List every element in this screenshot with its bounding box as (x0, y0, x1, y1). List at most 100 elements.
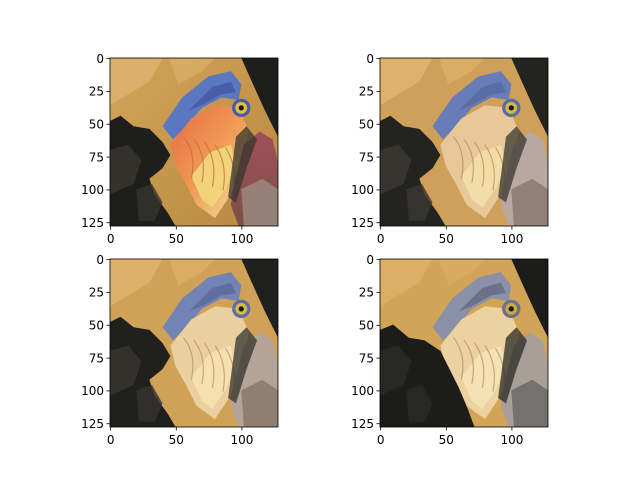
y-tick-label: 75 (89, 150, 104, 164)
y-tick-label: 0 (366, 253, 374, 267)
neck-shadow-region (228, 327, 257, 404)
y-tick-label: 75 (89, 351, 104, 365)
casque-shade-region (458, 282, 506, 312)
pupil (238, 105, 244, 111)
dark-feathers-region (110, 115, 176, 226)
beak-ridge (474, 141, 485, 187)
dark-corner-region (241, 58, 278, 137)
y-tick-label: 25 (89, 286, 104, 300)
y-tick-label: 125 (81, 417, 104, 431)
beak-ridge (193, 139, 204, 183)
casque-shade-region (458, 81, 506, 111)
panel-bottom-right: 0 50 100 0 25 50 75 100 125 (351, 253, 549, 447)
casque-shade-region (188, 81, 236, 111)
pupil (508, 306, 514, 312)
beak-ridge (484, 144, 495, 191)
image-top-right (380, 58, 548, 226)
x-tick-label: 100 (500, 232, 523, 246)
y-tick-label: 0 (366, 52, 374, 66)
axes-frame (109, 57, 279, 227)
beak-ridge (463, 139, 474, 183)
axes-frame (379, 258, 549, 428)
image-bottom-left (110, 259, 278, 427)
beak-ridge (453, 337, 464, 380)
feather-texture-region (380, 144, 412, 195)
x-tick-label: 50 (439, 433, 454, 447)
plumage-highlight-region (439, 58, 485, 85)
x-tick-label: 100 (500, 433, 523, 447)
y-tick-label: 25 (359, 286, 374, 300)
plumage-highlight-region (169, 58, 215, 85)
y-tick-label: 75 (359, 150, 374, 164)
wattle-shade-region (511, 178, 548, 226)
beak-ridge (484, 345, 495, 392)
y-tick-label: 0 (96, 52, 104, 66)
pupil (238, 306, 244, 312)
x-tick-label: 50 (169, 433, 184, 447)
y-tick-label: 25 (89, 85, 104, 99)
x-tick-label: 0 (377, 232, 385, 246)
casque-shade-region (188, 282, 236, 312)
neck-shadow-region (498, 327, 527, 404)
neck-shadow-region (498, 126, 527, 203)
dark-corner-region (511, 259, 548, 338)
x-tick-label: 0 (377, 433, 385, 447)
feather-texture-region (380, 345, 412, 396)
feather-texture-region (110, 345, 142, 396)
beak-ridge (214, 144, 225, 191)
plumage-highlight-region (380, 259, 433, 307)
beak-ridge (183, 337, 194, 380)
beak-ridge (474, 342, 485, 388)
image-bottom-right (380, 259, 548, 427)
plumage-highlight-region (439, 259, 485, 286)
wattle-shade-region (511, 379, 548, 427)
plumage-highlight-region (110, 58, 163, 106)
plumage-highlight-region (380, 58, 433, 106)
x-tick-label: 0 (107, 232, 115, 246)
axes-frame (109, 258, 279, 428)
panel-bottom-left: 0 50 100 0 25 50 75 100 125 (81, 253, 279, 447)
beak-ridge (453, 136, 464, 179)
beak-ridge (204, 342, 215, 388)
axes-frame (379, 57, 549, 227)
y-tick-label: 125 (81, 216, 104, 230)
y-tick-label: 0 (96, 253, 104, 267)
dark-corner-region (511, 58, 548, 137)
panel-top-left: 0 50 100 0 25 50 75 100 125 (81, 52, 279, 246)
dark-feathers-region (380, 115, 446, 226)
y-tick-label: 50 (89, 117, 104, 131)
x-tick-label: 100 (230, 232, 253, 246)
y-tick-label: 100 (351, 384, 374, 398)
beak-ridge (193, 340, 204, 384)
beak-ridge (204, 141, 215, 187)
y-tick-label: 100 (81, 384, 104, 398)
dark-feathers-region (380, 324, 475, 427)
y-tick-label: 100 (81, 183, 104, 197)
x-tick-label: 100 (230, 433, 253, 447)
x-tick-label: 50 (169, 232, 184, 246)
feather-texture-region (136, 184, 163, 221)
feather-texture-region (110, 144, 142, 195)
beak-ridge (214, 345, 225, 392)
beak-ridge (463, 340, 474, 384)
y-tick-label: 50 (89, 318, 104, 332)
dark-corner-region (241, 259, 278, 338)
feather-texture-region (406, 385, 433, 422)
dark-feathers-region (110, 316, 176, 427)
plumage-highlight-region (110, 259, 163, 307)
y-tick-label: 50 (359, 117, 374, 131)
y-tick-label: 50 (359, 318, 374, 332)
y-tick-label: 100 (351, 183, 374, 197)
feather-texture-region (406, 184, 433, 221)
neck-shadow-region (228, 126, 257, 203)
plumage-highlight-region (169, 259, 215, 286)
wattle-shade-region (241, 379, 278, 427)
beak-ridge (183, 136, 194, 179)
y-tick-label: 125 (351, 417, 374, 431)
x-tick-label: 0 (107, 433, 115, 447)
y-tick-label: 25 (359, 85, 374, 99)
image-top-left (110, 58, 278, 226)
x-tick-label: 50 (439, 232, 454, 246)
feather-texture-region (136, 385, 163, 422)
